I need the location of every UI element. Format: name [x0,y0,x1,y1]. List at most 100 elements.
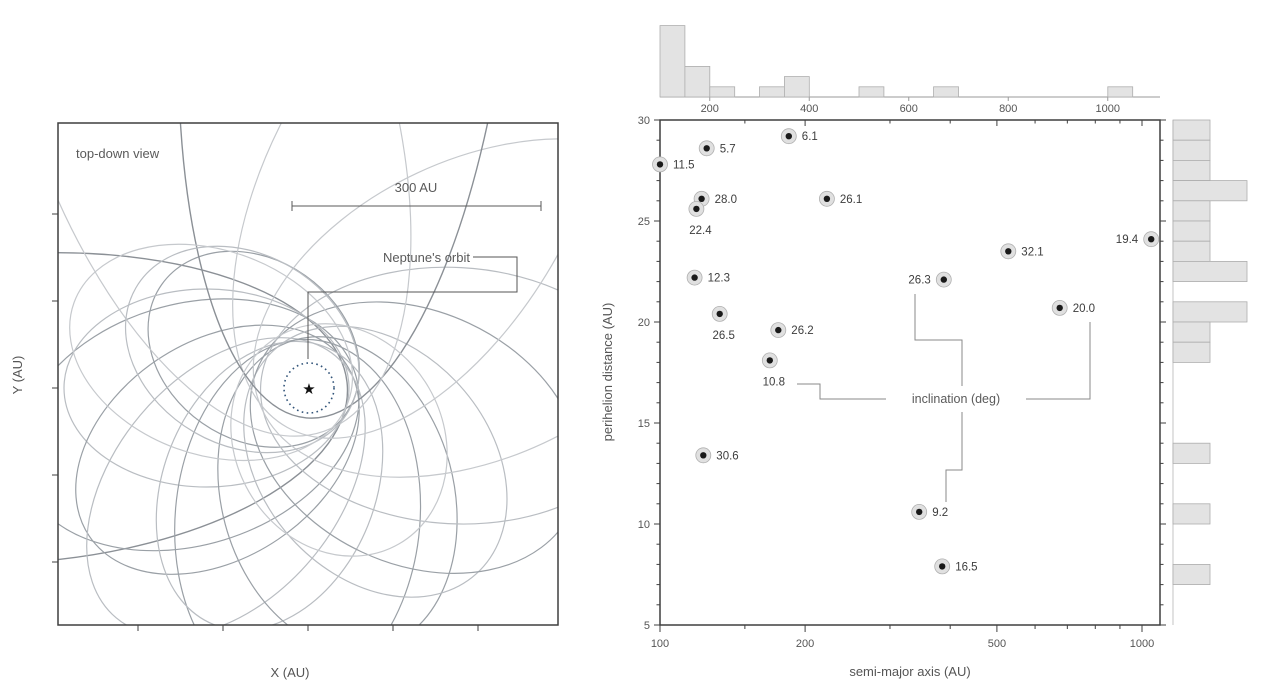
inclination-value-label: 10.8 [763,376,785,388]
histogram-bar [1172,321,1211,343]
orbit-ellipse [249,301,558,574]
orbit-ellipse [58,123,412,437]
left-yaxis-title: Y (AU) [10,356,25,395]
inclination-value-label: 9.2 [932,507,948,519]
orbit-ellipse [174,338,422,625]
orbit-ellipse [243,325,508,598]
left-panel-title: top-down view [76,146,160,161]
orbit-ellipse [75,324,360,575]
top-histogram: 200 400 600 800 1000 [659,25,1160,115]
inclination-value-label: 19.4 [1116,234,1139,246]
orbit-ellipse [230,323,448,557]
inclination-value-label: 20.0 [1073,303,1095,315]
neptune-annotation-line [307,256,518,359]
histogram-bar [1172,301,1248,323]
orbit-paths-group [58,123,558,625]
scatter-point [785,133,792,140]
x-tick-label: 1000 [1130,638,1154,650]
top-hist-tick-label: 1000 [1096,103,1120,115]
histogram-bar [1172,220,1211,242]
y-tick-label: 25 [638,216,650,228]
top-hist-tick-label: 400 [800,103,818,115]
y-tick-label: 30 [638,115,650,127]
scatter-point [916,508,923,516]
scatter-point [691,274,698,281]
scatter-point [1056,304,1063,312]
inclination-value-label: 26.1 [840,194,862,206]
inclination-value-label: 26.2 [791,325,813,337]
orbit-ellipse [217,336,458,625]
scatter-point [656,161,664,168]
top-hist-tick-label: 800 [999,103,1017,115]
histogram-bar [759,86,785,98]
histogram-bar [1172,240,1211,262]
sun-star-icon: ★ [302,381,315,398]
histogram-bar [1172,139,1211,161]
x-tick-label: 100 [651,638,669,650]
orbit-ellipse [124,245,360,454]
inclination-value-label: 28.0 [715,194,737,206]
inclination-value-label: 16.5 [955,561,977,573]
y-tick-label: 10 [638,519,650,531]
scatter-point [693,205,700,213]
orbit-ellipse [252,138,558,478]
orbit-ellipse [86,337,366,625]
y-tick-label: 15 [638,418,650,430]
scatter-point [703,145,710,152]
scatter-point [698,195,705,202]
scatter-point [775,326,782,334]
histogram-bar [1172,200,1211,222]
scatter-points-group: 11.5 5.7 6.1 28.0 22.4 26.1 12.3 26.5 26.2 10.8 26… [652,128,1160,575]
histogram-bar [659,25,686,98]
neptune-orbit-label: Neptune's orbit [383,250,470,265]
inclination-value-label: 12.3 [708,273,730,285]
y-tick-label: 5 [644,620,650,632]
histogram-bar [1172,503,1211,525]
inclination-value-label: 26.5 [713,330,735,342]
scatter-point [716,310,723,318]
scale-bar-label: 300 AU [395,180,438,195]
histogram-bar [1172,341,1211,363]
histogram-bar [933,86,959,98]
inclination-value-label: 22.4 [689,225,712,237]
left-xaxis-title: X (AU) [271,665,310,680]
inclination-annotation-lines [797,294,1091,502]
x-tick-label: 200 [796,638,814,650]
histogram-bar [1172,564,1211,586]
scatter-point [940,276,947,283]
orbit-ellipse [177,123,517,419]
scatter-point [766,357,773,364]
histogram-bar [684,66,711,98]
top-hist-tick-label: 600 [900,103,918,115]
orbit-ellipse [58,252,349,565]
histogram-bar [1172,119,1211,141]
histogram-bar [784,76,810,98]
inclination-value-label: 32.1 [1021,246,1043,258]
left-plot-ticks [52,213,479,631]
inclination-value-label: 11.5 [673,159,695,171]
orbit-ellipse [259,266,558,525]
histogram-bar [1172,180,1248,202]
inclination-annotation-label: inclination (deg) [912,392,1000,406]
histogram-bar [858,86,885,98]
neptune-orbit-circle [283,362,335,414]
scatter-point [939,563,946,570]
inclination-value-label: 6.1 [802,131,818,143]
inclination-value-label: 5.7 [720,143,736,155]
histogram-bar [1107,86,1134,98]
scatter-point [823,195,831,202]
scatter-xaxis-title: semi-major axis (AU) [849,664,970,679]
scale-bar [291,201,542,211]
x-tick-label: 500 [988,638,1006,650]
scatter-ticks: 5 10 15 20 25 30 100 200 500 1000 [638,115,1166,650]
y-tick-label: 20 [638,317,650,329]
histogram-bar [1172,442,1211,464]
orbit-ellipse [58,298,360,552]
inclination-value-label: 26.3 [908,275,930,287]
scatter-yaxis-title: perihelion distance (AU) [600,303,615,442]
scatter-point [1005,248,1012,255]
histogram-bar [1172,159,1211,181]
orbit-ellipse [147,250,360,448]
